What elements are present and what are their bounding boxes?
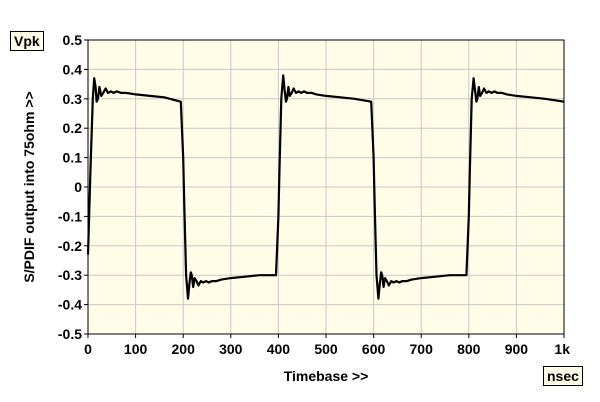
y-tick-label: -0.5 (58, 326, 82, 342)
plot-border (87, 39, 565, 335)
series-line (86, 74, 565, 300)
y-unit-label: Vpk (10, 31, 44, 51)
y-tick-label: -0.2 (58, 238, 82, 254)
x-tick-label: 300 (219, 341, 243, 357)
y-tick-labels: 0.5 0.4 0.3 0.2 0.1 0 -0.1 -0.2 -0.3 -0.4 -0.5 (58, 32, 82, 342)
x-tick-label: 100 (124, 341, 148, 357)
x-unit-label: nsec (543, 366, 583, 386)
y-tick-label: 0.3 (63, 91, 83, 107)
x-tick-label: 200 (172, 341, 196, 357)
y-tick-label: -0.4 (58, 297, 82, 313)
y-axis-title: S/PDIF output into 75ohm >> (21, 91, 37, 282)
y-tick-label: 0 (74, 179, 82, 195)
y-tick-label: 0.5 (63, 32, 83, 48)
x-tick-label: 500 (314, 341, 338, 357)
y-tick-label: 0.4 (63, 61, 83, 77)
x-tick-label: 0 (84, 341, 92, 357)
y-tick-label: -0.1 (58, 208, 82, 224)
y-tick-label: -0.3 (58, 267, 82, 283)
x-tick-label: 700 (410, 341, 434, 357)
x-tick-label: 600 (362, 341, 386, 357)
axis-ticks (84, 39, 565, 338)
y-tick-label: 0.1 (63, 150, 83, 166)
x-tick-label: 400 (267, 341, 291, 357)
y-tick-label: 0.2 (63, 120, 83, 136)
x-tick-label: 800 (457, 341, 481, 357)
x-tick-labels: 0 100 200 300 400 500 600 700 800 900 1k (84, 341, 570, 357)
x-tick-label: 900 (505, 341, 529, 357)
x-tick-label: 1k (554, 341, 570, 357)
x-axis-title: Timebase >> (284, 368, 369, 384)
